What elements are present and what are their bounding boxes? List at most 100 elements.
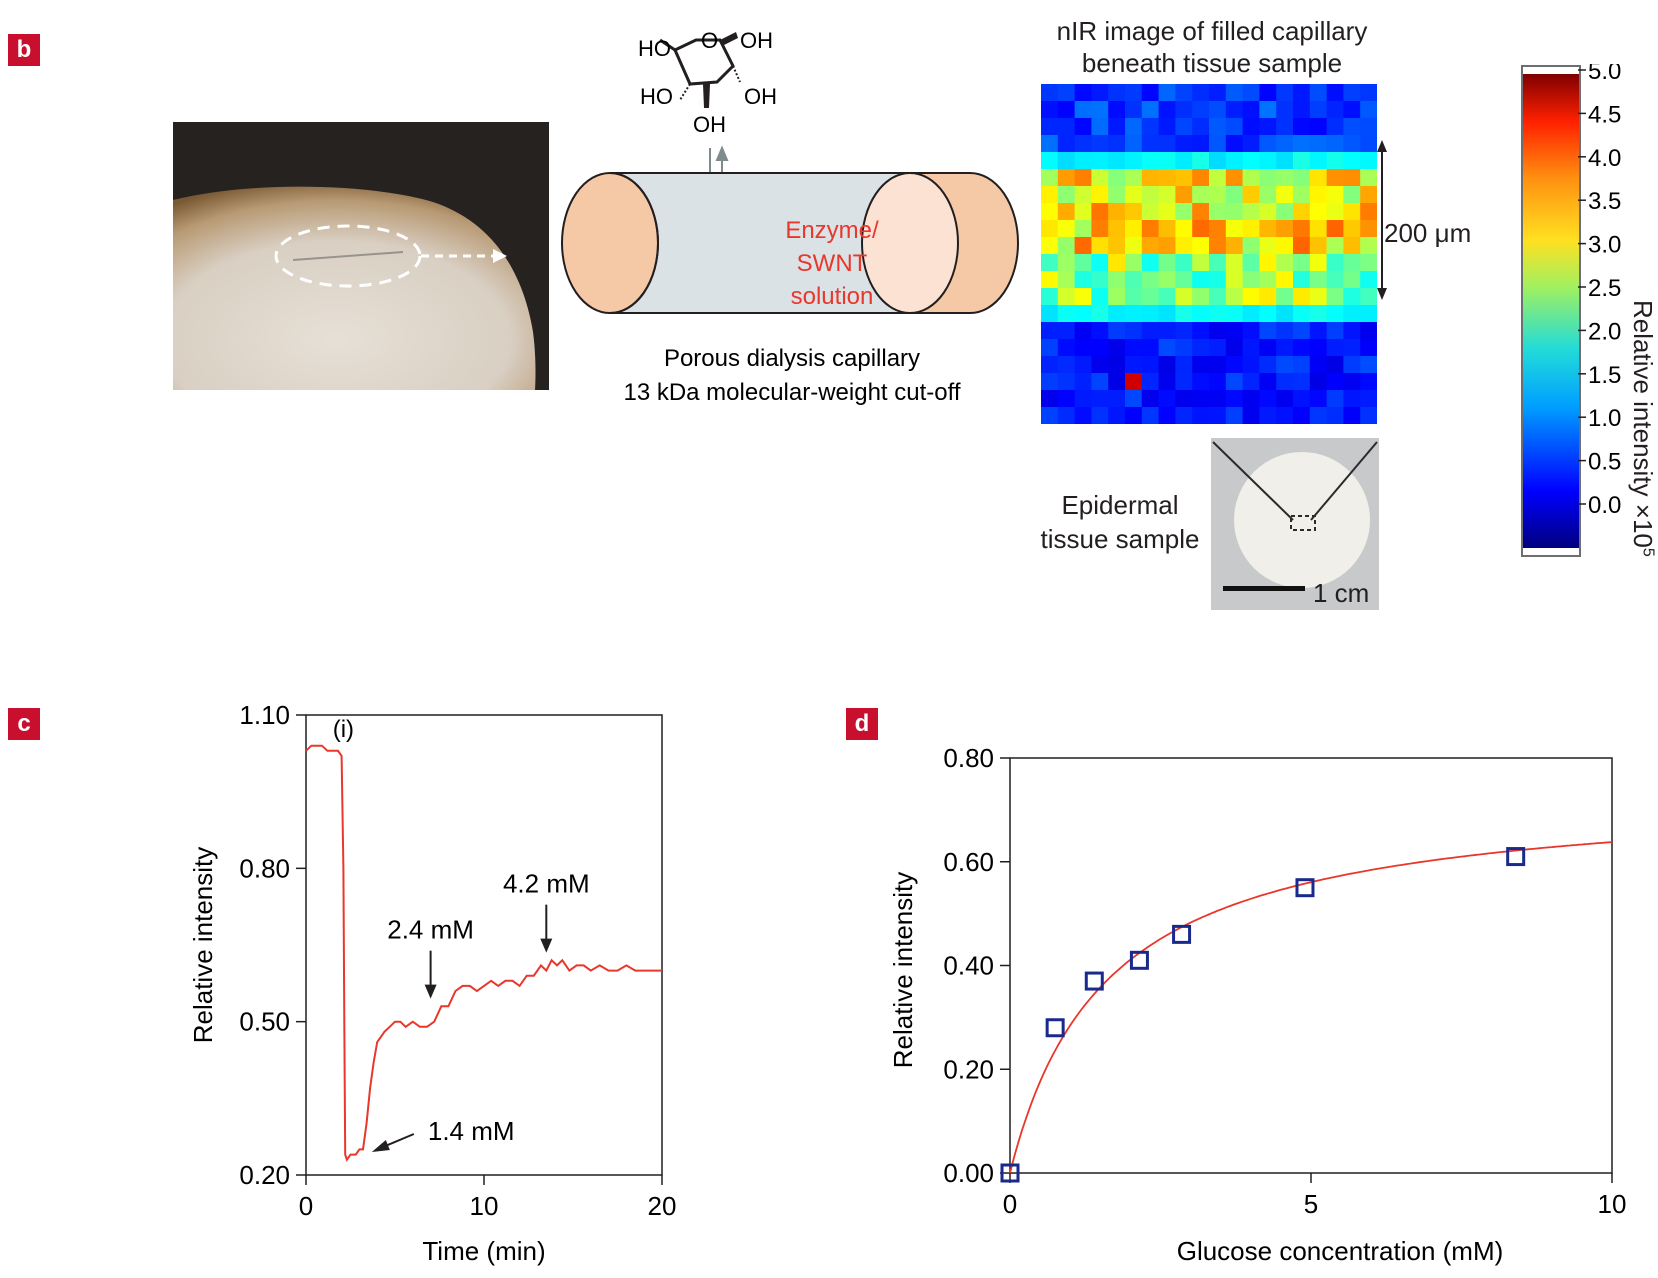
- heatmap-cell: [1091, 237, 1109, 255]
- chart-c-xtick-label: 20: [648, 1191, 677, 1221]
- heatmap-cell: [1074, 169, 1092, 187]
- heatmap-cell: [1242, 390, 1260, 408]
- chart-c-ytick-label: 0.50: [239, 1007, 290, 1037]
- heatmap-cell: [1293, 186, 1311, 204]
- heatmap-cell: [1074, 220, 1092, 238]
- heatmap-cell: [1141, 237, 1160, 255]
- heatmap-cell: [1326, 305, 1344, 323]
- heatmap-cell: [1158, 373, 1176, 391]
- heatmap-cell: [1259, 118, 1277, 136]
- heatmap-cell: [1242, 203, 1260, 221]
- colorbar-tick-label: 3.5: [1588, 188, 1621, 215]
- heatmap-cell: [1293, 135, 1311, 153]
- heatmap-cell: [1175, 373, 1193, 391]
- heatmap-cell: [1158, 356, 1176, 374]
- heatmap-cell: [1209, 305, 1227, 323]
- heatmap-cell: [1175, 237, 1193, 255]
- heatmap-cell: [1276, 288, 1294, 306]
- heatmap-cell: [1125, 339, 1143, 357]
- heatmap-cell: [1041, 254, 1059, 272]
- heatmap-cell: [1343, 169, 1361, 187]
- heatmap-cell: [1276, 254, 1294, 272]
- heatmap-cell: [1225, 84, 1244, 102]
- chart-c-annotation-arrowhead: [371, 1140, 390, 1152]
- panel-label-d: d: [846, 708, 878, 740]
- heatmap-cell: [1360, 169, 1377, 187]
- heatmap-cell: [1343, 288, 1361, 306]
- chart-d-xtick-label: 10: [1598, 1189, 1627, 1219]
- heatmap-cell: [1175, 356, 1193, 374]
- heatmap-cell: [1242, 186, 1260, 204]
- scale-label-200um: 200 μm: [1384, 218, 1472, 248]
- heatmap-cell: [1158, 288, 1176, 306]
- nir-title-line1: nIR image of filled capillary: [1056, 16, 1368, 46]
- heatmap-cell: [1125, 186, 1143, 204]
- heatmap-cell: [1209, 288, 1227, 306]
- heatmap-cell: [1343, 305, 1361, 323]
- heatmap-cell: [1041, 271, 1059, 289]
- heatmap-cell: [1309, 288, 1328, 306]
- heatmap-cell: [1309, 339, 1328, 357]
- heatmap-cell: [1158, 101, 1176, 119]
- heatmap-cell: [1192, 322, 1210, 340]
- heatmap-cell: [1309, 305, 1328, 323]
- heatmap-cell: [1125, 101, 1143, 119]
- colorbar-label-sup: 5: [1639, 547, 1657, 557]
- heatmap-cell: [1309, 254, 1328, 272]
- heatmap-cell: [1276, 152, 1294, 170]
- heatmap-cell: [1360, 220, 1377, 238]
- heatmap-cell: [1309, 390, 1328, 408]
- heatmap-cell: [1209, 101, 1227, 119]
- heatmap-cell: [1141, 322, 1160, 340]
- heatmap-cell: [1192, 101, 1210, 119]
- chart-d-ylabel: Relative intensity: [888, 872, 918, 1069]
- heatmap-cell: [1209, 322, 1227, 340]
- heatmap-cell: [1293, 407, 1311, 424]
- heatmap-cell: [1293, 288, 1311, 306]
- heatmap-cell: [1041, 186, 1059, 204]
- heatmap-cell: [1259, 407, 1277, 424]
- heatmap-cell: [1209, 339, 1227, 357]
- heatmap-cell: [1175, 101, 1193, 119]
- heatmap-cell: [1175, 118, 1193, 136]
- heatmap-cell: [1057, 288, 1076, 306]
- chart-c-ytick-label: 1.10: [239, 700, 290, 730]
- heatmap-cell: [1326, 339, 1344, 357]
- heatmap-cell: [1141, 220, 1160, 238]
- heatmap-cell: [1276, 339, 1294, 357]
- heatmap-cell: [1141, 169, 1160, 187]
- heatmap-cell: [1309, 169, 1328, 187]
- chart-d-data-point: [1172, 924, 1192, 944]
- heatmap-cell: [1175, 339, 1193, 357]
- heatmap-cell: [1091, 356, 1109, 374]
- heatmap-cell: [1192, 237, 1210, 255]
- heatmap-cell: [1108, 339, 1126, 357]
- heatmap-cell: [1041, 407, 1059, 424]
- heatmap-cell: [1175, 254, 1193, 272]
- heatmap-cell: [1343, 118, 1361, 136]
- heatmap-cell: [1041, 305, 1059, 323]
- heatmap-cell: [1175, 84, 1193, 102]
- heatmap-cell: [1293, 118, 1311, 136]
- heatmap-cell: [1175, 288, 1193, 306]
- colorbar-tick-label: 2.5: [1588, 275, 1621, 302]
- heatmap-cell: [1192, 186, 1210, 204]
- heatmap-cell: [1074, 254, 1092, 272]
- heatmap-cell: [1108, 322, 1126, 340]
- heatmap-cell: [1108, 356, 1126, 374]
- heatmap-cell: [1309, 373, 1328, 391]
- heatmap-cell: [1343, 407, 1361, 424]
- heatmap-cell: [1225, 169, 1244, 187]
- glucose-oh-top: OH: [740, 28, 773, 53]
- heatmap-cell: [1141, 118, 1160, 136]
- heatmap-cell: [1175, 152, 1193, 170]
- heatmap-cell: [1209, 118, 1227, 136]
- heatmap-cell: [1293, 390, 1311, 408]
- heatmap-cell: [1175, 135, 1193, 153]
- heatmap-cell: [1225, 390, 1244, 408]
- heatmap-cell: [1125, 322, 1143, 340]
- heatmap-cell: [1242, 152, 1260, 170]
- heatmap-cell: [1209, 254, 1227, 272]
- chart-c-annotation-label: 2.4 mM: [387, 915, 474, 945]
- heatmap-cell: [1091, 84, 1109, 102]
